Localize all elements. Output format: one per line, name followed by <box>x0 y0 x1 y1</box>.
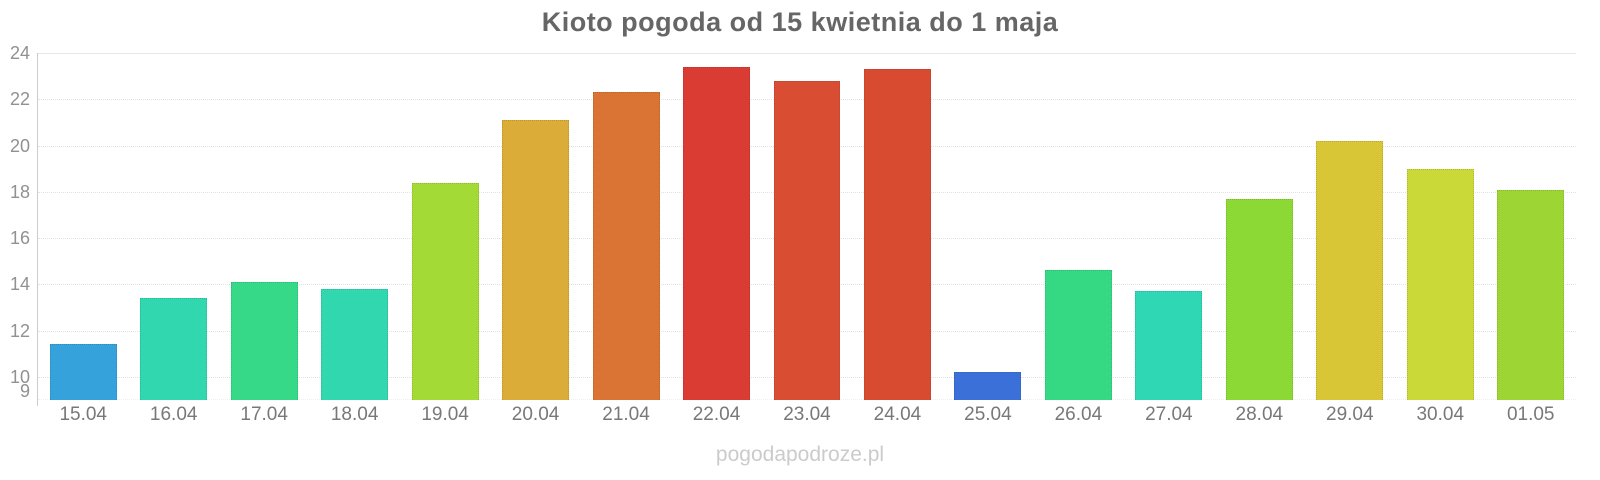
x-tick-label-28.04: 28.04 <box>1235 404 1284 425</box>
x-tick-label-24.04: 24.04 <box>873 404 922 425</box>
watermark-text: pogodapodroze.pl <box>715 443 885 466</box>
x-tick-label-26.04: 26.04 <box>1054 404 1103 425</box>
temperature-bar-26.04 <box>1044 270 1112 400</box>
y-tick-label-14: 14 <box>9 274 30 295</box>
x-tick-label-19.04: 19.04 <box>421 404 469 425</box>
bar-slot-19.04 <box>400 53 490 400</box>
temperature-bar-16.04 <box>140 298 208 400</box>
x-tick-label-20.04: 20.04 <box>511 404 560 425</box>
bar-slot-23.04 <box>762 53 852 400</box>
bar-slot-27.04 <box>1124 53 1214 400</box>
y-tick-label-12: 12 <box>9 320 30 341</box>
x-tick-label-18.04: 18.04 <box>330 404 379 425</box>
bar-slot-22.04 <box>671 53 761 400</box>
bar-slot-21.04 <box>581 53 671 400</box>
x-tick-label-27.04: 27.04 <box>1145 404 1193 425</box>
plot-area: 24 22 20 18 16 14 12 10 9 <box>10 43 1576 401</box>
temperature-bar-30.04 <box>1406 168 1474 400</box>
temperature-bar-24.04 <box>863 69 931 400</box>
temperature-bar-29.04 <box>1316 140 1384 400</box>
bar-slot-28.04 <box>1214 53 1304 400</box>
temperature-bar-23.04 <box>773 80 841 400</box>
bar-slot-17.04 <box>219 53 309 400</box>
temperature-bar-27.04 <box>1135 291 1203 400</box>
y-axis-line <box>37 53 38 406</box>
temperature-bar-22.04 <box>683 66 750 400</box>
x-tick-label-22.04: 22.04 <box>692 404 741 425</box>
temperature-bar-25.04 <box>954 372 1022 400</box>
x-axis-labels: 15.04 16.04 17.04 18.04 19.04 20.04 21.04 22.04… <box>38 404 1576 426</box>
bar-slot-24.04 <box>852 53 942 400</box>
chart-title: Kioto pogoda od 15 kwietnia do 1 maja <box>541 7 1059 37</box>
y-tick-label-24: 24 <box>9 43 30 63</box>
bar-slot-01.05 <box>1486 53 1576 400</box>
bar-slot-30.04 <box>1395 53 1485 400</box>
x-tick-label-01.05: 01.05 <box>1506 404 1555 425</box>
x-tick-label-21.04: 21.04 <box>602 404 650 425</box>
temperature-bar-20.04 <box>502 120 570 400</box>
x-tick-label-23.04: 23.04 <box>783 404 831 425</box>
temperature-bar-15.04 <box>49 344 117 400</box>
y-tick-label-18: 18 <box>9 181 30 202</box>
x-tick-label-17.04: 17.04 <box>240 404 288 425</box>
x-tick-label-16.04: 16.04 <box>149 404 198 425</box>
x-tick-label-15.04: 15.04 <box>59 404 107 425</box>
x-tick-label-25.04: 25.04 <box>964 404 1012 425</box>
temperature-bar-17.04 <box>230 282 298 400</box>
temperature-bar-21.04 <box>592 92 660 400</box>
y-tick-label-9: 9 <box>19 381 30 401</box>
gridline-24 <box>38 53 1576 54</box>
y-tick-label-16: 16 <box>9 228 30 249</box>
x-tick-label-29.04: 29.04 <box>1326 404 1374 425</box>
temperature-bar-18.04 <box>321 288 389 400</box>
y-tick-label-20: 20 <box>9 135 30 156</box>
x-tick-label-30.04: 30.04 <box>1416 404 1465 425</box>
bar-slot-16.04 <box>128 53 218 400</box>
bar-slot-26.04 <box>1033 53 1123 400</box>
bar-slot-15.04 <box>38 53 128 400</box>
y-tick-label-22: 22 <box>9 89 30 110</box>
bars-row <box>38 53 1576 400</box>
bar-slot-20.04 <box>490 53 580 400</box>
bar-slot-29.04 <box>1305 53 1395 400</box>
bar-slot-18.04 <box>309 53 399 400</box>
temperature-bar-28.04 <box>1225 198 1293 400</box>
bar-slot-25.04 <box>943 53 1033 400</box>
temperature-bar-19.04 <box>411 182 479 400</box>
y-tick-label-10: 10 <box>9 366 30 387</box>
temperature-bar-01.05 <box>1497 189 1565 400</box>
